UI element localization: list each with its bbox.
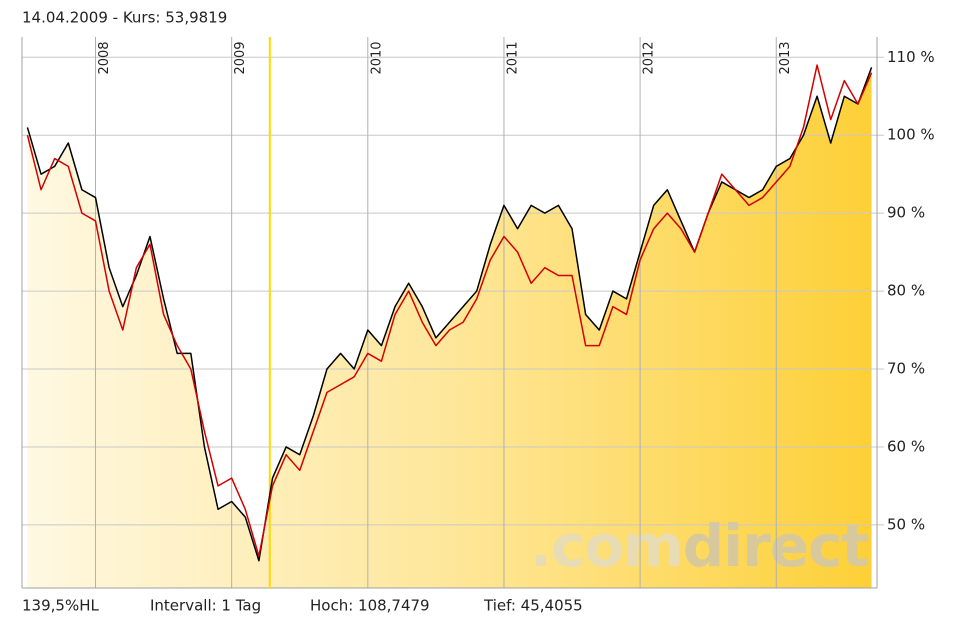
x-tick-label: 2009 xyxy=(233,41,248,74)
x-tick-label: 2013 xyxy=(778,41,793,74)
x-tick-label: 2012 xyxy=(642,41,657,74)
x-tick-label: 2008 xyxy=(97,41,112,74)
series-line xyxy=(26,67,873,562)
footer-low: Tief: 45,4055 xyxy=(483,597,583,615)
y-tick-label: 70 % xyxy=(887,360,925,378)
watermark: .comdirect xyxy=(530,512,868,580)
x-tick-label: 2011 xyxy=(505,41,520,74)
footer-interval: Intervall: 1 Tag xyxy=(150,597,261,615)
footer-high: Hoch: 108,7479 xyxy=(310,597,430,615)
y-tick-label: 50 % xyxy=(887,515,925,533)
series-line xyxy=(26,64,873,557)
y-tick-label: 110 % xyxy=(887,48,935,66)
y-tick-label: 80 % xyxy=(887,282,925,300)
watermark-part: .com xyxy=(530,512,683,580)
y-tick-label: 100 % xyxy=(887,126,935,144)
plot-area: .comdirect 50 % 60 % 70 % 80 % 90 % 100 % 110 %… xyxy=(21,37,935,589)
y-tick-label: 60 % xyxy=(887,437,925,455)
watermark-part: direct xyxy=(683,512,869,580)
y-tick-label: 90 % xyxy=(887,204,925,222)
area xyxy=(27,67,872,588)
x-tick-label: 2010 xyxy=(369,41,384,74)
footer-scale: 139,5%HL xyxy=(22,597,99,615)
header-info: 14.04.2009 - Kurs: 53,9819 xyxy=(22,9,227,27)
